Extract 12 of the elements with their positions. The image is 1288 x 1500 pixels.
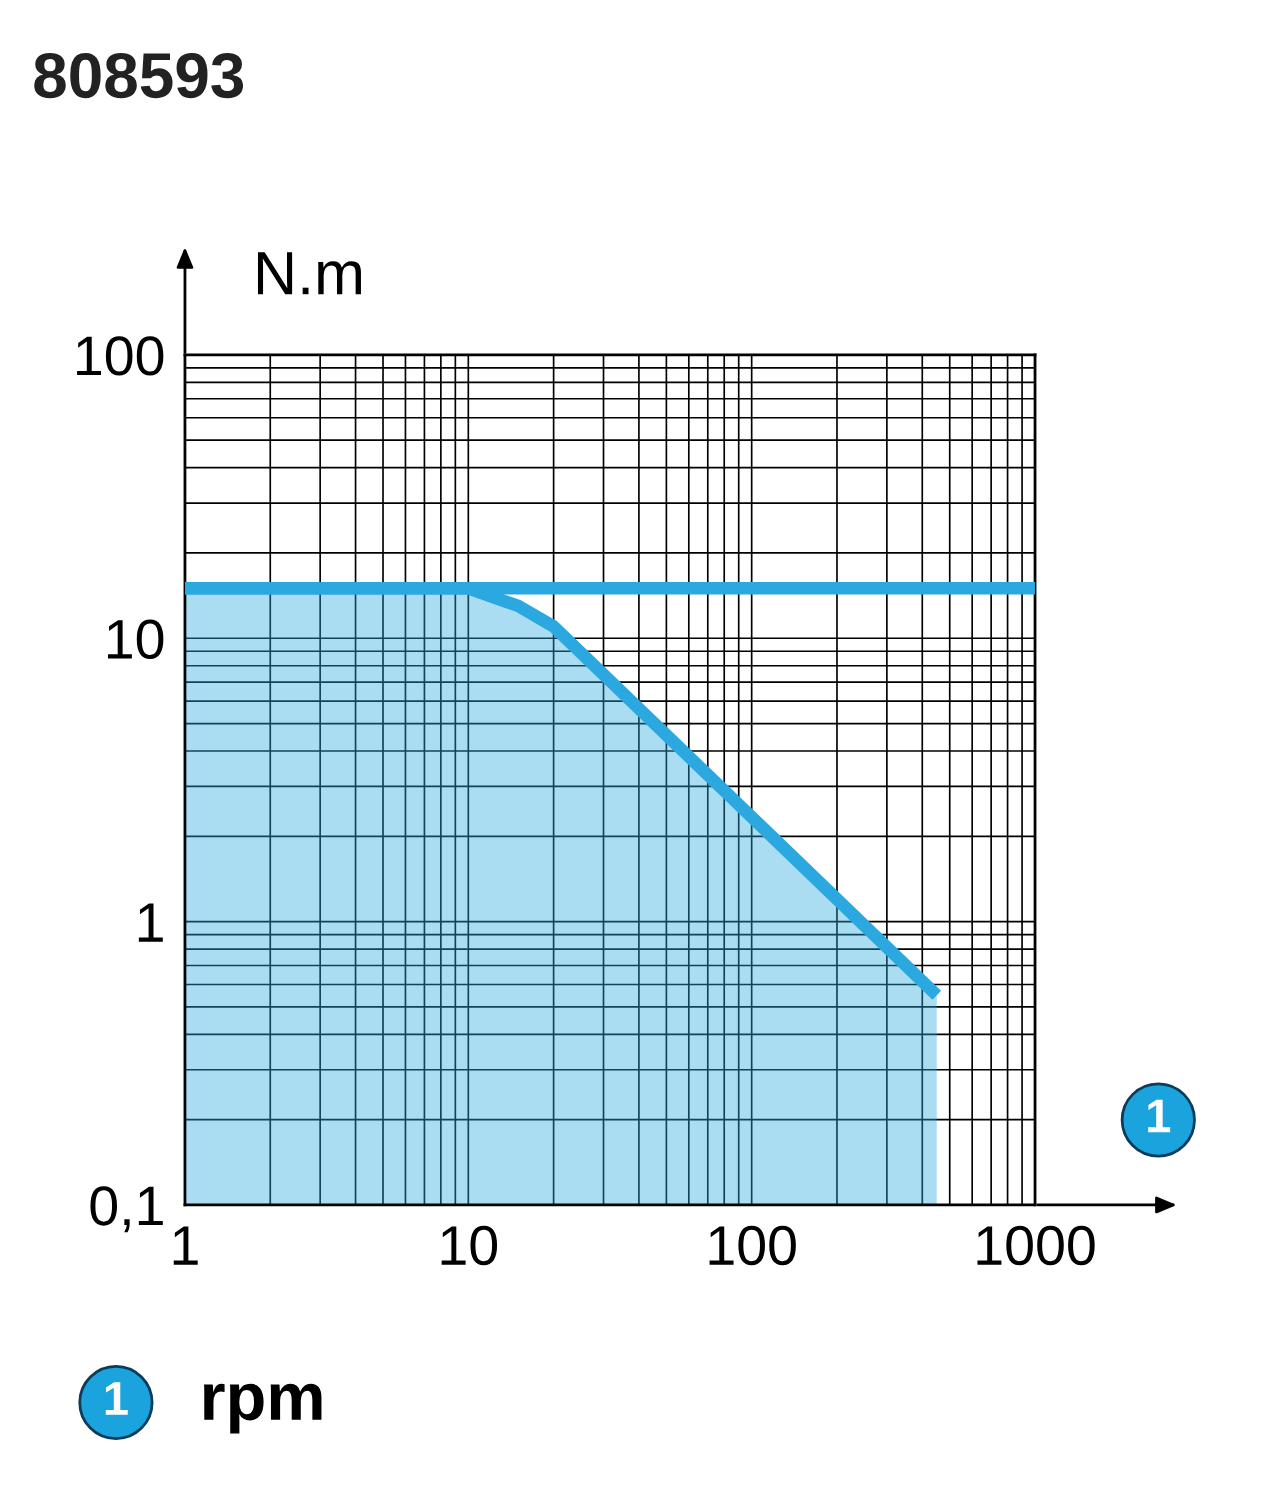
y-tick-label: 0,1	[90, 1186, 163, 1233]
x-tick-label: 1000	[977, 1225, 1095, 1266]
x-tick-label: 10	[441, 1225, 498, 1266]
text: rpm	[204, 1383, 322, 1434]
x-tick-label: 1	[173, 1226, 198, 1265]
y-tick-label: 1	[138, 903, 163, 942]
y-tick-label: 100	[77, 336, 164, 376]
chart-title: 808593	[34, 52, 244, 99]
x-axis-title: 1	[1148, 1099, 1171, 1133]
y-axis-title: N.m	[257, 252, 361, 295]
y-tick-label: 10	[107, 619, 164, 659]
x-tick-label: 100	[709, 1225, 796, 1266]
